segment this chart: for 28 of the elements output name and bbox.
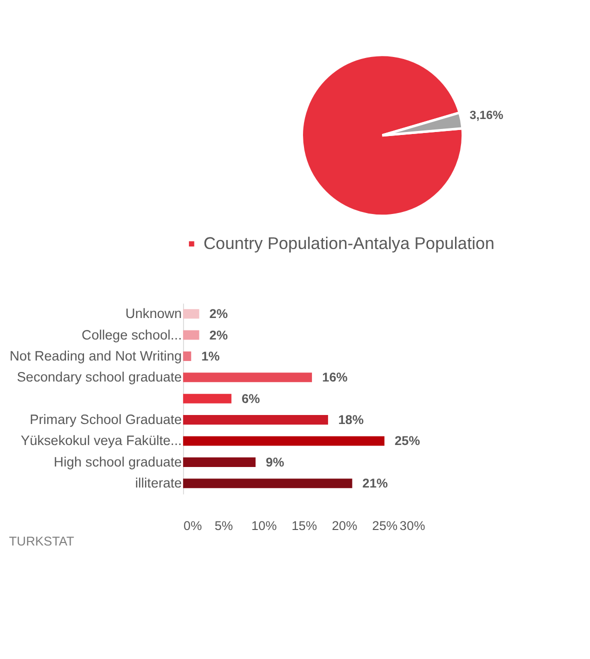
- y-tick-label: High school graduate: [54, 454, 182, 470]
- y-tick-label: Unknown: [125, 306, 182, 322]
- data-label: 3,16%: [470, 108, 504, 122]
- y-tick-label: illiterate: [135, 476, 182, 491]
- y-tick-label: Primary School Graduate: [30, 412, 182, 428]
- y-tick-label: Not Reading and Not Writing: [10, 348, 182, 364]
- x-tick-label: 30%: [400, 518, 426, 533]
- data-label: 16%: [322, 370, 348, 385]
- data-label: 18%: [338, 412, 364, 428]
- x-tick-label: 20%: [332, 518, 358, 533]
- data-label: 2%: [209, 306, 228, 322]
- data-label: 6%: [242, 390, 260, 406]
- x-tick-label: 25%: [372, 518, 398, 533]
- y-tick-label: Secondary school graduate: [16, 370, 182, 385]
- data-label: 9%: [266, 454, 284, 470]
- data-label: 21%: [362, 476, 388, 491]
- x-tick-label: 10%: [251, 518, 277, 533]
- text: TURKSTAT: [9, 534, 74, 549]
- data-label: 25%: [394, 433, 420, 448]
- y-tick-label: College school...: [82, 327, 182, 342]
- pie-slice: [300, 54, 464, 218]
- x-tick-label: 0%: [184, 518, 202, 533]
- data-label: 1%: [201, 348, 220, 364]
- x-tick-label: 5%: [214, 518, 233, 533]
- x-tick-label: 15%: [292, 518, 318, 533]
- legend-label: Country Population-Antalya Population: [203, 234, 494, 253]
- data-label: 2%: [209, 327, 228, 342]
- y-tick-label: Yüksekokul veya Fakülte...: [20, 433, 182, 448]
